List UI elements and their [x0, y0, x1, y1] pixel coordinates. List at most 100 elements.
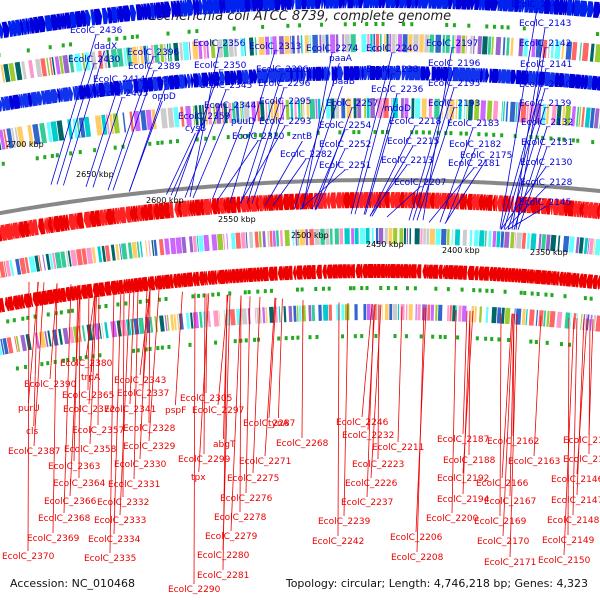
feature-block	[329, 228, 333, 245]
feature-block	[581, 42, 589, 62]
feature-block	[98, 323, 102, 339]
gc-mark	[296, 287, 300, 292]
feature-rings	[0, 0, 600, 371]
feature-block	[384, 34, 386, 52]
gene-arrow	[186, 0, 194, 16]
gene-arrow	[99, 209, 105, 226]
gene-arrow	[551, 271, 557, 286]
gene-label: pspF	[165, 406, 186, 416]
gene-arrow	[443, 265, 449, 280]
gc-mark	[522, 26, 526, 31]
feature-block	[354, 304, 358, 321]
gc-mark	[549, 136, 553, 141]
gc-mark	[434, 286, 438, 291]
gc-mark	[113, 145, 117, 150]
gc-mark	[228, 291, 232, 296]
feature-block	[568, 236, 575, 253]
leader-line	[315, 148, 346, 210]
feature-block	[322, 304, 329, 321]
feature-block	[595, 315, 600, 332]
feature-block	[239, 102, 243, 123]
feature-block	[67, 119, 73, 140]
feature-block	[78, 117, 86, 138]
gene-label: EcolC_2149	[542, 536, 595, 546]
gene-arrow	[124, 279, 130, 294]
feature-block	[393, 228, 398, 245]
gene-label: EcolC_2131	[521, 138, 573, 148]
feature-block	[270, 100, 274, 121]
gene-arrow	[255, 267, 261, 282]
feature-block	[584, 107, 591, 128]
gene-label: EcolC_2372	[63, 405, 115, 415]
gene-arrow	[12, 222, 20, 239]
feature-block	[458, 305, 462, 322]
gene-arrow	[431, 264, 439, 279]
gene-arrow	[575, 201, 581, 218]
gene-arrow	[129, 4, 137, 22]
gene-label: EcolC_2188	[443, 456, 496, 466]
leader-line	[369, 125, 416, 217]
gene-arrow	[12, 94, 21, 110]
feature-block	[54, 56, 61, 75]
feature-block	[473, 230, 479, 247]
leader-line	[301, 300, 304, 439]
gene-arrow	[22, 220, 30, 237]
feature-block	[496, 231, 501, 248]
feature-block	[180, 106, 185, 127]
gene-arrow	[199, 199, 205, 216]
feature-block	[192, 105, 196, 126]
feature-block	[265, 100, 268, 121]
gene-arrow	[375, 264, 381, 278]
gene-label: EcolC_2195	[428, 79, 480, 89]
gene-arrow	[157, 202, 165, 220]
feature-block	[404, 98, 409, 119]
gene-arrow	[421, 0, 429, 9]
gene-label: EcolC_2430	[68, 55, 121, 65]
gene-arrow	[399, 0, 406, 9]
feature-block	[105, 114, 110, 135]
gene-arrow	[587, 202, 594, 219]
gene-arrow	[463, 193, 468, 210]
feature-block	[304, 35, 309, 54]
leader-line	[246, 87, 285, 204]
feature-block	[3, 261, 8, 277]
feature-block	[479, 306, 483, 323]
gene-arrow	[310, 265, 316, 280]
feature-block	[556, 311, 563, 328]
leader-line	[264, 297, 276, 457]
feature-block	[549, 311, 556, 328]
feature-block	[417, 304, 421, 321]
feature-block	[60, 251, 67, 268]
feature-block	[278, 306, 281, 323]
gene-arrow	[321, 66, 326, 81]
feature-block	[541, 234, 547, 251]
feature-block	[102, 50, 108, 69]
feature-block	[15, 258, 22, 275]
leader-line	[109, 287, 115, 554]
gc-mark	[12, 318, 16, 323]
gene-label: trpA	[81, 373, 101, 383]
gene-arrow	[384, 192, 390, 208]
gene-arrow	[266, 194, 274, 211]
gene-arrow	[362, 264, 368, 279]
gene-arrow	[431, 66, 438, 81]
feature-block	[423, 228, 426, 245]
gc-mark	[360, 286, 364, 291]
feature-block	[198, 40, 203, 59]
gene-label: EcolC_2359	[178, 112, 231, 122]
leader-line	[397, 306, 403, 443]
feature-block	[491, 36, 494, 55]
gc-mark	[97, 304, 101, 309]
gc-mark	[148, 141, 152, 146]
leader-line	[69, 284, 81, 497]
gc-mark	[460, 287, 464, 292]
feature-block	[267, 230, 270, 247]
gene-arrow	[394, 264, 400, 279]
gc-mark	[529, 339, 533, 344]
leader-line	[507, 107, 546, 230]
feature-block	[228, 38, 234, 57]
gc-mark	[43, 155, 47, 160]
feature-block	[354, 228, 359, 245]
feature-block	[233, 38, 238, 57]
feature-block	[564, 312, 571, 329]
